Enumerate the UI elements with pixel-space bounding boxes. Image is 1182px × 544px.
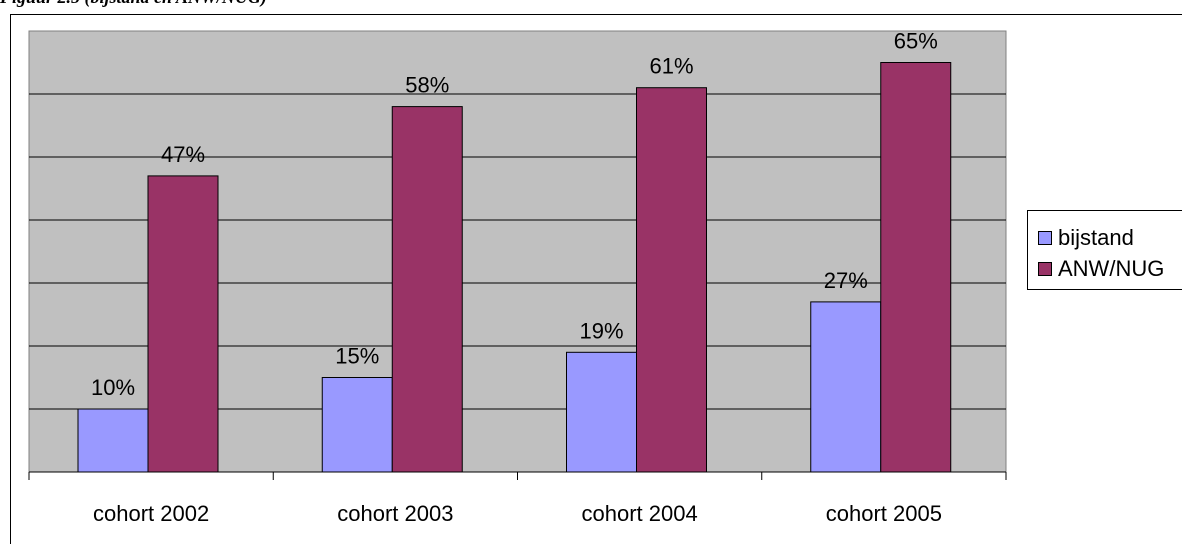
x-tick-label: cohort 2003 xyxy=(337,501,453,526)
chart-frame xyxy=(10,14,1182,544)
data-label-anw-nug: 61% xyxy=(649,54,693,79)
bar-bijstand xyxy=(810,301,882,473)
bar-anw-nug xyxy=(636,87,707,473)
value-labels: 10% 47% 15% 58% 19% 61% 27% 65% xyxy=(91,29,938,401)
legend-item-bijstand: bijstand xyxy=(1038,225,1134,250)
cropped-heading-text: Figuur 2.5 (bijstand en ANW/NUG) xyxy=(0,0,267,8)
cropped-heading: Figuur 2.5 (bijstand en ANW/NUG) xyxy=(0,0,500,8)
data-label-anw-nug: 47% xyxy=(161,142,205,167)
bar-anw-nug xyxy=(880,62,952,473)
bar-bijstand xyxy=(77,408,149,473)
x-tick-label: cohort 2005 xyxy=(826,501,942,526)
data-label-anw-nug: 58% xyxy=(405,73,449,98)
legend-label-bijstand: bijstand xyxy=(1058,225,1134,250)
x-tick-label: cohort 2002 xyxy=(93,501,209,526)
legend-swatch-anw-nug xyxy=(1038,262,1052,276)
legend-swatch-bijstand xyxy=(1038,231,1052,245)
bar-anw-nug xyxy=(391,106,463,473)
data-label-bijstand: 19% xyxy=(579,318,623,343)
bar-bijstand xyxy=(566,351,637,473)
bar-anw-nug xyxy=(147,175,219,473)
data-label-bijstand: 27% xyxy=(824,268,868,293)
legend-label-anw-nug: ANW/NUG xyxy=(1058,256,1165,281)
legend: bijstand ANW/NUG xyxy=(1027,210,1182,290)
x-axis: cohort 2002 cohort 2003 cohort 2004 cohort … xyxy=(28,471,1007,526)
legend-item-anw-nug: ANW/NUG xyxy=(1038,256,1165,281)
data-label-anw-nug: 65% xyxy=(894,29,938,54)
bar-bijstand xyxy=(321,377,393,473)
data-label-bijstand: 15% xyxy=(335,344,379,369)
x-tick-label: cohort 2004 xyxy=(582,501,698,526)
data-label-bijstand: 10% xyxy=(91,375,135,400)
bars xyxy=(77,62,952,473)
